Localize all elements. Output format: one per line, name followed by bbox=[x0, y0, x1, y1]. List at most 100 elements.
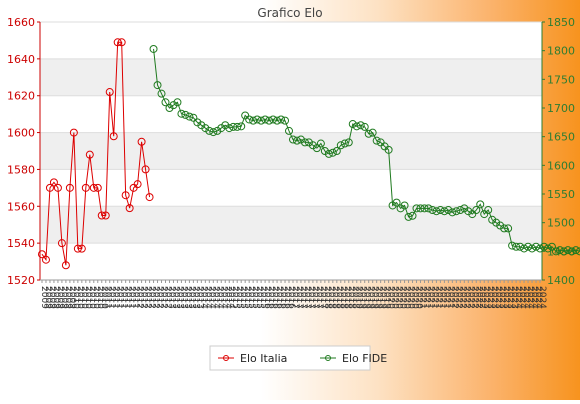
x-axis-tick-label: 2023 bbox=[501, 286, 511, 309]
x-axis-tick-label: 2014 bbox=[202, 286, 212, 309]
data-point-elo-fide bbox=[384, 145, 393, 154]
x-axis-tick-label: 2020 bbox=[394, 286, 404, 309]
left-axis-tick-label: 1640 bbox=[7, 53, 35, 66]
data-point-elo-fide bbox=[261, 115, 270, 124]
x-axis-tick-label: 2023 bbox=[497, 286, 507, 309]
data-point-elo-fide bbox=[555, 246, 564, 255]
x-axis-tick-label: 2019 bbox=[366, 286, 376, 309]
x-axis-tick-label: 2015 bbox=[246, 286, 256, 309]
data-point-elo-fide bbox=[157, 89, 166, 98]
data-point-elo-italia bbox=[125, 204, 134, 213]
data-point-elo-fide bbox=[492, 218, 501, 227]
right-axis-tick-label: 1650 bbox=[547, 131, 575, 144]
data-point-elo-fide bbox=[257, 116, 266, 125]
x-axis-tick-label: 2018 bbox=[350, 286, 360, 309]
data-point-elo-fide bbox=[504, 224, 513, 233]
x-axis-tick-label: 2021 bbox=[441, 286, 451, 309]
data-point-elo-fide bbox=[496, 221, 505, 230]
x-axis-tick-label: 2019 bbox=[378, 286, 388, 309]
data-point-elo-fide bbox=[444, 206, 453, 215]
x-axis-tick-label: 2020 bbox=[398, 286, 408, 309]
data-point-elo-italia bbox=[89, 183, 98, 192]
grid-band bbox=[40, 132, 542, 170]
data-point-elo-fide bbox=[356, 121, 365, 130]
x-axis-tick-label: 2022 bbox=[449, 286, 459, 309]
data-point-elo-fide bbox=[153, 81, 162, 90]
x-axis-tick-label: 2015 bbox=[254, 286, 264, 309]
data-point-elo-fide bbox=[372, 136, 381, 145]
x-axis-tick-label: 2021 bbox=[421, 286, 431, 309]
data-point-elo-fide bbox=[213, 126, 222, 135]
data-point-elo-fide bbox=[308, 141, 317, 150]
x-axis-tick-label: 2014 bbox=[214, 286, 224, 309]
data-point-elo-fide bbox=[296, 135, 305, 144]
x-axis-tick-label: 2011 bbox=[107, 286, 117, 309]
grid-band bbox=[40, 58, 542, 96]
x-axis-tick-label: 2016 bbox=[266, 286, 276, 309]
x-axis-tick-label: 2012 bbox=[139, 286, 149, 309]
x-axis-tick-label: 2011 bbox=[127, 286, 137, 309]
x-axis-tick-label: 2021 bbox=[437, 286, 447, 309]
data-point-elo-fide bbox=[448, 208, 457, 217]
x-axis-tick-label: 2017 bbox=[298, 286, 308, 309]
data-point-elo-italia bbox=[37, 250, 46, 259]
x-axis-tick-label: 2023 bbox=[481, 286, 491, 309]
series-line-elo-fide bbox=[153, 48, 580, 252]
data-point-elo-italia bbox=[113, 38, 122, 47]
data-point-elo-fide bbox=[536, 244, 545, 253]
data-point-elo-fide bbox=[376, 138, 385, 147]
data-point-elo-italia bbox=[101, 211, 110, 220]
x-axis-tick-label: 2020 bbox=[386, 286, 396, 309]
data-point-elo-fide bbox=[464, 207, 473, 216]
data-point-elo-fide bbox=[340, 139, 349, 148]
data-point-elo-italia bbox=[77, 244, 86, 253]
series-line-elo-italia bbox=[41, 41, 151, 266]
x-axis-tick-label: 2011 bbox=[115, 286, 125, 309]
x-axis-tick-label: 2017 bbox=[290, 286, 300, 309]
data-point-elo-fide bbox=[312, 144, 321, 153]
left-axis-tick-label: 1620 bbox=[7, 90, 35, 103]
left-axis-tick-label: 1560 bbox=[7, 200, 35, 213]
x-axis-tick-label: 2019 bbox=[382, 286, 392, 309]
x-axis-tick-label: 2014 bbox=[218, 286, 228, 309]
data-point-elo-italia bbox=[49, 178, 58, 187]
x-axis-tick-label: 2017 bbox=[306, 286, 316, 309]
data-point-elo-fide bbox=[476, 200, 485, 209]
x-axis-tick-label: 2019 bbox=[358, 286, 368, 309]
x-axis-tick-label: 2019 bbox=[374, 286, 384, 309]
x-axis-tick-label: 2012 bbox=[159, 286, 169, 309]
x-axis-tick-label: 2014 bbox=[210, 286, 220, 309]
x-axis-tick-label: 2018 bbox=[330, 286, 340, 309]
data-point-elo-italia bbox=[109, 132, 118, 141]
x-axis-tick-label: 2009 bbox=[39, 286, 49, 309]
data-point-elo-italia bbox=[57, 239, 66, 248]
data-point-elo-fide bbox=[177, 109, 186, 118]
x-axis-tick-label: 2009 bbox=[63, 286, 73, 309]
data-point-elo-fide bbox=[181, 110, 190, 119]
x-axis-tick-label: 2017 bbox=[302, 286, 312, 309]
data-point-elo-fide bbox=[532, 242, 541, 251]
x-axis-tick-label: 2023 bbox=[485, 286, 495, 309]
x-axis-tick-label: 2024 bbox=[513, 286, 523, 309]
data-point-elo-fide bbox=[320, 147, 329, 155]
x-axis-tick-label: 2017 bbox=[314, 286, 324, 309]
data-point-elo-fide bbox=[428, 206, 437, 215]
x-axis-tick-label: 2018 bbox=[322, 286, 332, 309]
grid-band bbox=[40, 206, 542, 244]
data-point-elo-italia bbox=[73, 244, 82, 253]
x-axis-tick-label: 2011 bbox=[119, 286, 129, 309]
x-axis-tick-label: 2014 bbox=[222, 286, 232, 309]
data-point-elo-fide bbox=[480, 210, 489, 219]
x-axis-tick-label: 2009 bbox=[55, 286, 65, 309]
data-point-elo-italia bbox=[133, 180, 142, 189]
legend-swatch-marker bbox=[223, 355, 229, 361]
x-axis-tick-label: 2016 bbox=[274, 286, 284, 309]
data-point-elo-fide bbox=[388, 201, 397, 210]
data-point-elo-fide bbox=[225, 124, 234, 133]
x-axis-tick-label: 2016 bbox=[278, 286, 288, 309]
data-point-elo-italia bbox=[117, 38, 126, 47]
data-point-elo-fide bbox=[344, 138, 353, 147]
data-point-elo-fide bbox=[249, 116, 258, 125]
legend-label: Elo Italia bbox=[240, 352, 287, 365]
x-axis-tick-label: 2020 bbox=[390, 286, 400, 309]
